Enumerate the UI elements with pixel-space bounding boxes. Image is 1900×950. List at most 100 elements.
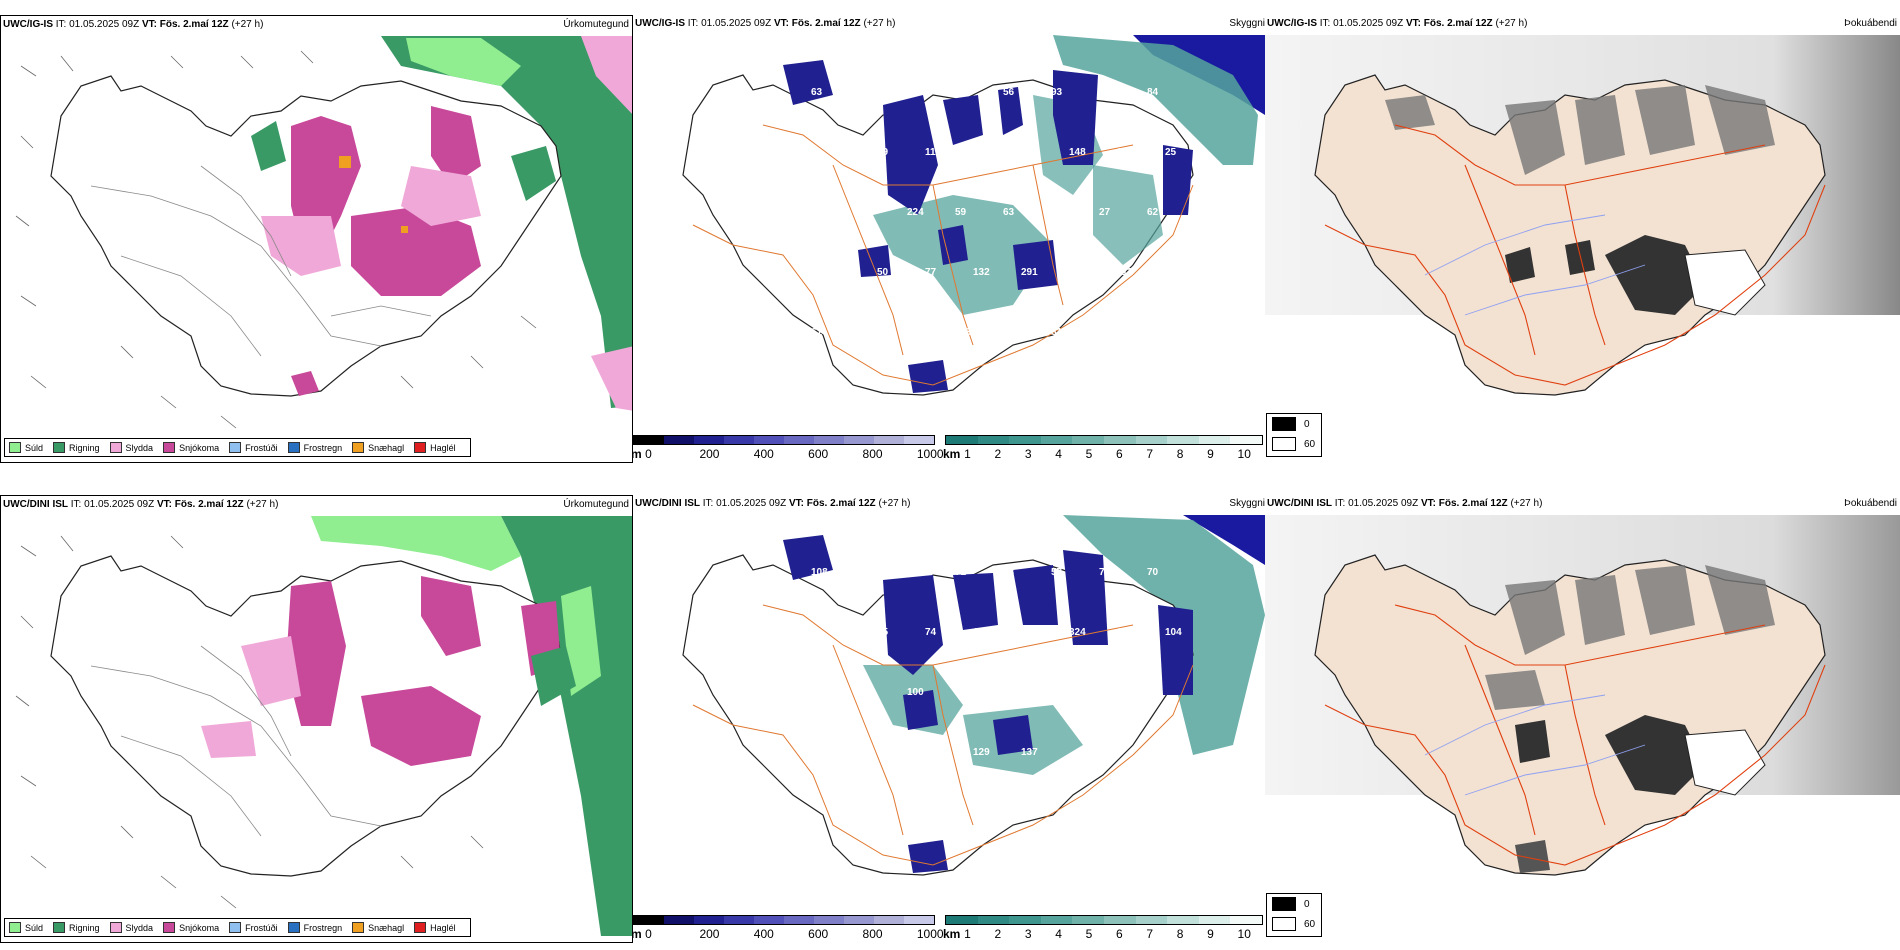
visibility-value-label: 75 [1051, 687, 1063, 698]
vis_scale-segment [1040, 916, 1073, 924]
legend-label: Súld [25, 442, 44, 453]
visibility-value-label: 89 [859, 567, 871, 578]
height_scale-segment [904, 916, 934, 924]
height-colorbar-2: m 0 200 400 600 800 1000 [633, 915, 944, 941]
visibility-value-label: 74 [907, 327, 919, 338]
legend-item-súld: Súld [9, 922, 43, 933]
height_scale-tick: 400 [753, 927, 774, 941]
visibility-value-label: 65 [1165, 267, 1177, 278]
precip-map-1 [15, 36, 632, 429]
vis_scale-tick: 5 [1085, 447, 1093, 461]
legend-label: Snjókoma [179, 442, 220, 453]
visibility-value-label: 171 [1051, 207, 1068, 218]
visibility-value-label: 66 [859, 87, 871, 98]
vis-colorbar-1: km 1 2 3 4 5 6 7 8 9 10 [943, 435, 1263, 461]
visibility-value-label: 108 [811, 567, 828, 578]
legend-swatch [229, 442, 242, 453]
legend-item-slydda: Slydda [109, 922, 153, 933]
height_scale-tick: 0 [645, 447, 652, 461]
vis_scale-tick: 9 [1207, 447, 1214, 461]
vis_scale-segment [1167, 916, 1199, 924]
visibility-value-label: 63 [1003, 207, 1015, 218]
vis_scale-segment [1103, 916, 1136, 924]
legend-label: Rigning [69, 442, 100, 453]
legend-item-haglél: Haglél [414, 922, 456, 933]
fog-key-swatch [1272, 897, 1296, 911]
height_scale-segment [724, 436, 754, 444]
visibility-name-1: Skyggni [1229, 18, 1265, 29]
vis_scale-tick: 8 [1176, 447, 1184, 461]
visibility-labels-1: 70 63 66 56 60 56 93 106 84 40 57 79 119 51 19 148 200 25… [763, 87, 1177, 338]
visibility-value-label: 148 [1069, 147, 1086, 158]
precip-panel-2: UWC/DINI ISL IT: 01.05.2025 09Z VT: Fös.… [0, 495, 633, 943]
height_scale-tick: 600 [808, 447, 829, 461]
visibility-value-label: 13 [1003, 327, 1015, 338]
legend-label: Snjókoma [179, 922, 220, 933]
visibility-value-label: 66 [781, 267, 793, 278]
fog-key-1: 0 60 [1266, 413, 1322, 457]
legend-label: Snæhagl [368, 442, 405, 453]
vis_scale-tick: 3 [1024, 927, 1032, 941]
fog-key-row: 0 [1267, 894, 1321, 914]
vis_scale-tick: 6 [1116, 447, 1123, 461]
legend-label: Haglél [430, 922, 456, 933]
height_scale-tick: 800 [862, 927, 883, 941]
fog-name-1: Þokuábendi [1844, 18, 1897, 29]
vis_scale-segment [1230, 916, 1262, 924]
height_scale-tick: 0 [645, 927, 652, 941]
vis_scale-tick: 4 [1055, 927, 1062, 941]
height_scale-tick: 400 [753, 447, 774, 461]
visibility-value-label: 43 [859, 207, 871, 218]
visibility-value-label: 483 [859, 327, 876, 338]
visibility-value-label: 71 [955, 567, 967, 578]
vis_scale-segment [1135, 436, 1168, 444]
visibility-value-label: 57 [1051, 567, 1063, 578]
visibility-value-label: 129 [973, 747, 990, 758]
legend-swatch [9, 442, 21, 453]
height_scale-segment [754, 916, 784, 924]
vis_scale-segment [1135, 916, 1168, 924]
legend-item-snjókoma: Snjókoma [163, 442, 219, 453]
visibility-value-label: 89 [763, 567, 775, 578]
vis_scale-tick: 8 [1176, 927, 1184, 941]
fog-key-swatch [1272, 417, 1296, 431]
height_scale-segment [874, 436, 904, 444]
fog-map-1 [1265, 35, 1900, 396]
vis_scale-tick: 9 [1207, 927, 1214, 941]
height_scale-segment [664, 916, 694, 924]
vis_scale-tick: 7 [1146, 927, 1154, 941]
height_scale-segment [874, 916, 904, 924]
vis_scale-tick: 1 [964, 447, 971, 461]
vis_scale-tick: 2 [994, 927, 1002, 941]
vis_scale-tick: 1 [964, 927, 971, 941]
vis_scale-tick: 5 [1085, 927, 1093, 941]
visibility-value-label: 41 [763, 687, 775, 698]
fog-panel-2: UWC/DINI ISL IT: 01.05.2025 09Z VT: Fös.… [1265, 495, 1900, 943]
legend-swatch [9, 922, 21, 933]
fog-panel-1: UWC/IG-IS IT: 01.05.2025 09Z VT: Fös. 2.… [1265, 15, 1900, 463]
visibility-value-label: 79 [877, 147, 889, 158]
legend-label: Snæhagl [368, 922, 405, 933]
visibility-value-label: 54 [1003, 687, 1015, 698]
vis_scale-segment [1072, 916, 1104, 924]
vis_scale-bar [945, 435, 1263, 445]
vis_scale-bar [945, 915, 1263, 925]
visibility-value-label: 27 [1099, 207, 1111, 218]
visibility-value-label: 59 [955, 207, 967, 218]
vis_scale-tick: 3 [1024, 447, 1032, 461]
fog-key-label: 60 [1304, 438, 1316, 450]
visibility-value-label: 111 [1117, 267, 1133, 278]
height_scale-tick: 200 [699, 927, 720, 941]
height_scale-segment [814, 436, 844, 444]
visibility-value-label: 132 [973, 267, 990, 278]
legend-item-frostregn: Frostregn [287, 442, 342, 453]
visibility-title-1: UWC/IG-IS IT: 01.05.2025 09Z VT: Fös. 2.… [635, 18, 896, 29]
precip-panel-1: UWC/IG-IS IT: 01.05.2025 09Z VT: Fös. 2.… [0, 15, 633, 463]
precip-legend-1: Súld Rigning Slydda Snjókoma Frostúði Frostre… [4, 438, 471, 457]
visibility-value-label: 119 [925, 147, 942, 158]
fog-key-swatch [1272, 917, 1296, 931]
visibility-value-label: 98 [829, 627, 841, 638]
height_scale-unit: m [633, 927, 642, 941]
legend-swatch [109, 442, 122, 453]
vis-colorbar-2: km 1 2 3 4 5 6 7 8 9 10 [943, 915, 1263, 941]
